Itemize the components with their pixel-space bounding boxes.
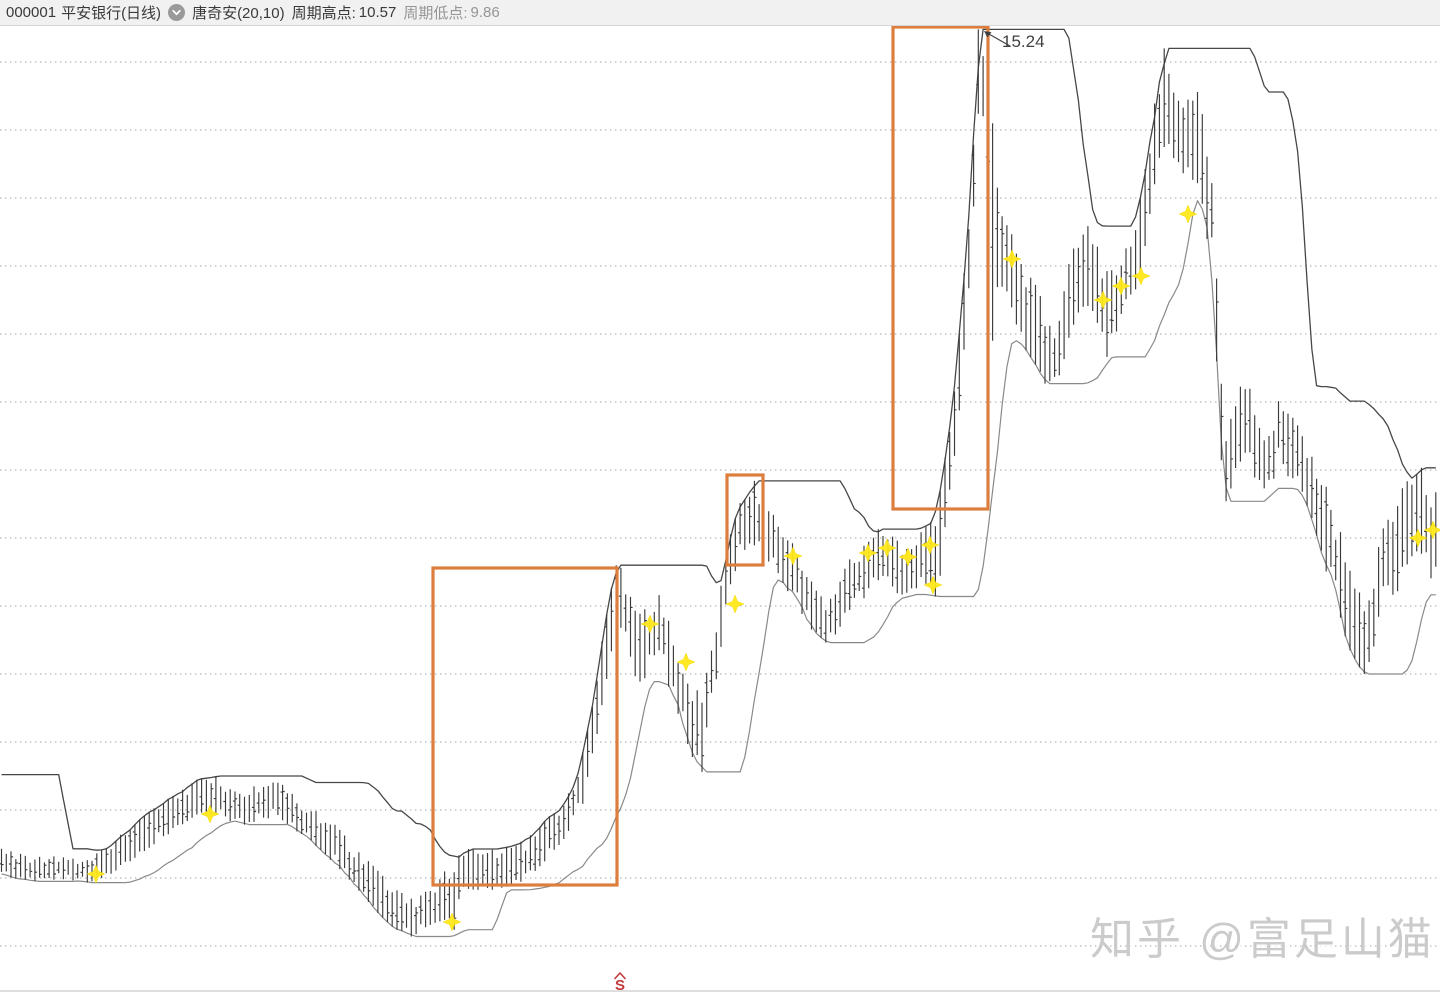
yellow-signal-marker <box>676 652 696 672</box>
indicator-name: 唐奇安(20,10) <box>192 5 285 22</box>
peak-price-label: 15.24 <box>984 31 1045 51</box>
yellow-signal-marker <box>725 594 745 614</box>
breakout-box <box>431 566 619 887</box>
period-low-value: 9.86 <box>470 4 500 21</box>
yellow-signal-marker <box>86 864 106 884</box>
yellow-signal-marker <box>200 804 220 824</box>
breakout-boxes <box>431 25 990 887</box>
period-high-value: 10.57 <box>358 4 397 21</box>
sell-signal-marker: S <box>613 972 627 994</box>
chart-header: 000001 平安银行(日线) 唐奇安(20,10) 周期高点: 10.57 周… <box>0 0 1440 26</box>
donchian-lower-channel-line <box>1 200 1436 938</box>
ohlc-bars <box>0 29 1437 937</box>
peak-arrow-head <box>984 31 992 38</box>
yellow-signal-marker <box>1408 528 1428 548</box>
breakout-box <box>891 25 990 511</box>
yellow-signal-marker <box>640 614 660 634</box>
peak-arrow <box>987 33 1011 47</box>
peak-price-text: 15.24 <box>1002 32 1045 51</box>
yellow-signal-marker <box>1131 266 1151 286</box>
yellow-signal-marker <box>1423 520 1440 540</box>
yellow-signal-marker <box>1111 276 1131 296</box>
chevron-down-icon[interactable] <box>168 4 186 21</box>
yellow-signal-marker <box>858 543 878 563</box>
yellow-signal-marker <box>442 912 462 932</box>
donchian-upper-channel-line <box>1 28 1436 858</box>
period-high-label: 周期高点: <box>291 5 356 22</box>
yellow-signal-marker <box>920 535 940 555</box>
yellow-signal-marker <box>898 547 918 567</box>
period-low-label: 周期低点: <box>403 5 468 22</box>
yellow-signal-marker <box>1178 204 1198 224</box>
symbol-code: 000001 <box>6 4 57 21</box>
signal-markers <box>86 204 1440 932</box>
sell-signal-letter: S <box>615 977 625 994</box>
sell-signal-caret <box>613 972 627 980</box>
symbol-name: 平安银行(日线) <box>61 5 162 22</box>
yellow-signal-marker <box>1002 249 1022 269</box>
breakout-box <box>725 473 765 567</box>
yellow-signal-marker <box>1093 290 1113 310</box>
yellow-signal-marker <box>877 538 897 558</box>
yellow-signal-marker <box>783 546 803 566</box>
yellow-signal-marker <box>923 575 943 595</box>
